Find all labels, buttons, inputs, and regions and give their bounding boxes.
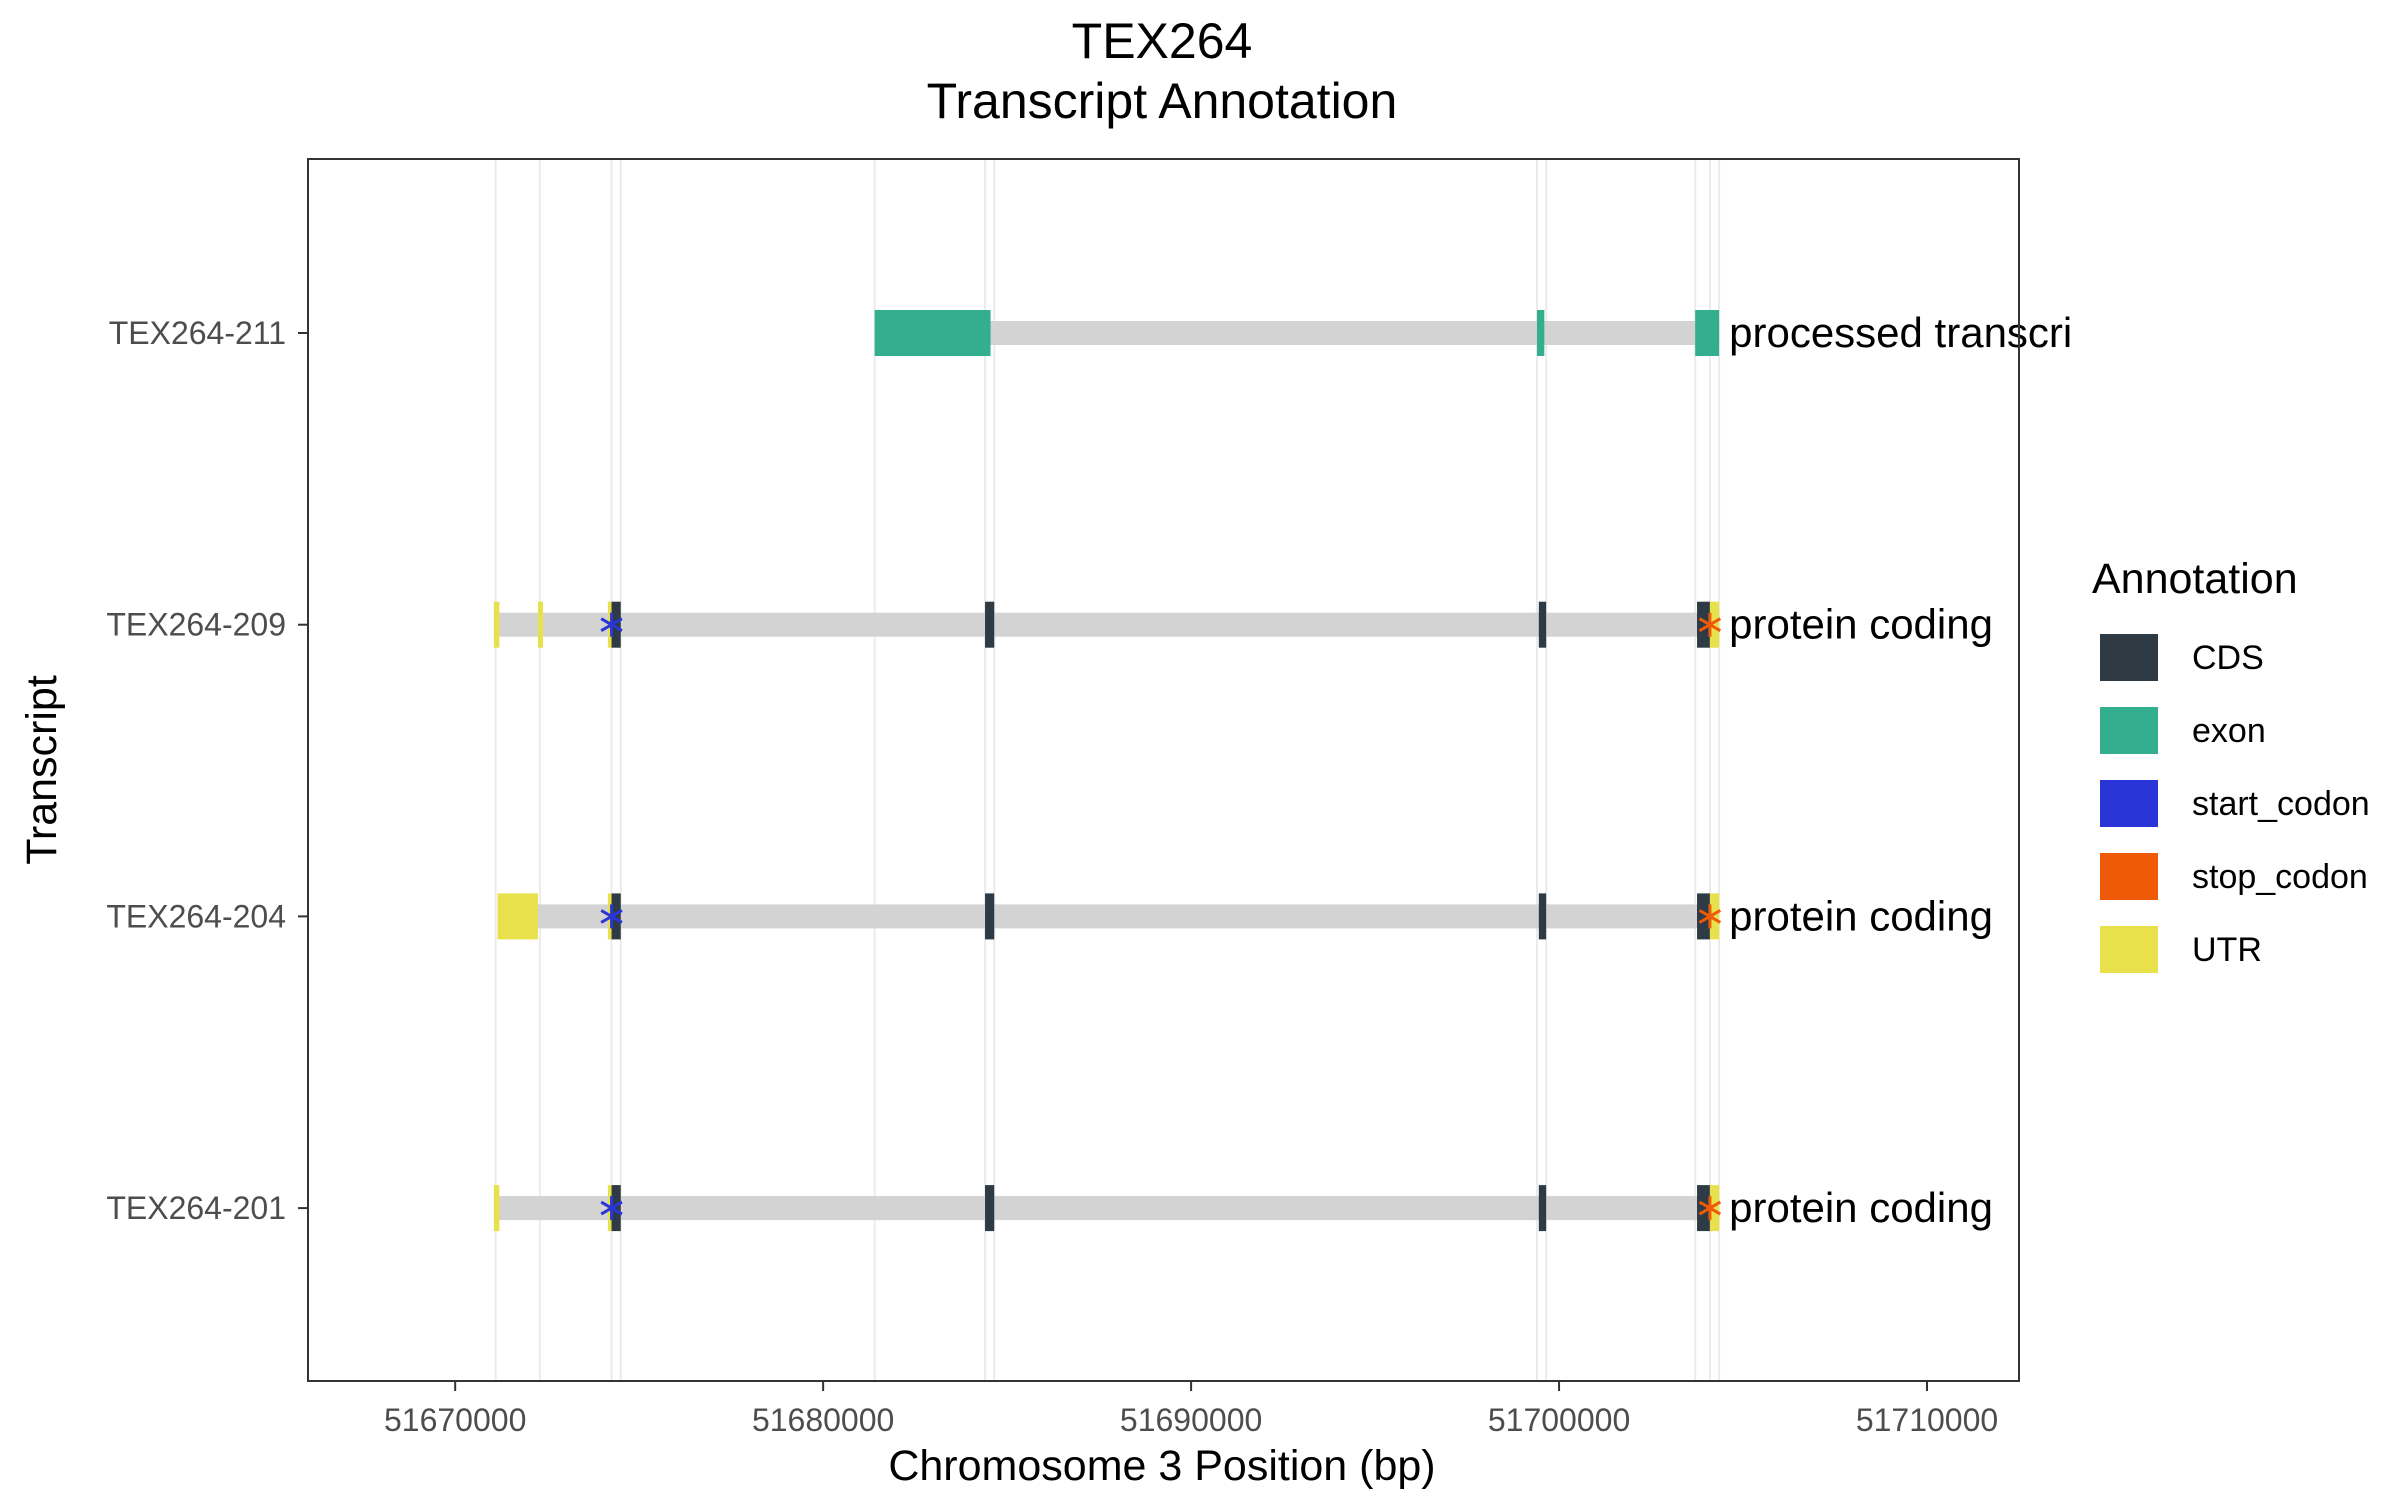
y-tick-label: TEX264-201 bbox=[106, 1190, 286, 1226]
y-tick-label: TEX264-204 bbox=[106, 898, 286, 934]
biotype-labels: processed transcri protein coding protein … bbox=[1729, 309, 2072, 1231]
x-tick-label: 51690000 bbox=[1120, 1402, 1262, 1438]
cds-block bbox=[611, 893, 621, 940]
legend-label: exon bbox=[2192, 712, 2266, 750]
chart-title: TEX264 bbox=[1072, 13, 1253, 69]
legend-label: start_codon bbox=[2192, 785, 2370, 823]
cds-block bbox=[1697, 601, 1710, 648]
legend-title: Annotation bbox=[2092, 555, 2298, 603]
grid-lines bbox=[494, 159, 1721, 1381]
utr-block bbox=[497, 893, 538, 940]
utr-block bbox=[493, 1185, 500, 1232]
cds-block bbox=[1538, 893, 1547, 940]
cds-block bbox=[1538, 601, 1547, 648]
intron-line bbox=[497, 904, 1720, 929]
cds-block bbox=[985, 893, 995, 940]
start-codon-marker bbox=[600, 1196, 623, 1221]
y-tick-label: TEX264-211 bbox=[109, 315, 286, 351]
cds-block bbox=[985, 1185, 995, 1232]
cds-block bbox=[1538, 1185, 1547, 1232]
legend-key-cds bbox=[2100, 634, 2158, 681]
cds-block bbox=[1697, 893, 1710, 940]
cds-block bbox=[985, 601, 995, 648]
x-axis: 51670000 51680000 51690000 51700000 51710000 bbox=[384, 1381, 1998, 1438]
legend-key-stop-codon bbox=[2100, 853, 2158, 900]
x-tick-label: 51710000 bbox=[1856, 1402, 1998, 1438]
feature-blocks bbox=[493, 310, 1720, 1232]
biotype-label: protein coding bbox=[1729, 892, 1993, 939]
intron-line bbox=[495, 1196, 1720, 1221]
y-tick-label: TEX264-209 bbox=[106, 607, 286, 643]
chart-subtitle: Transcript Annotation bbox=[927, 73, 1398, 129]
exon-block bbox=[1695, 310, 1720, 356]
y-axis: TEX264-211 TEX264-209 TEX264-204 TEX264-201 bbox=[106, 315, 308, 1226]
utr-block bbox=[1709, 893, 1720, 940]
stop-codon-marker bbox=[1698, 1196, 1722, 1221]
cds-block bbox=[611, 601, 621, 648]
legend: Annotation CDS exon start_codon stop_codon U… bbox=[2092, 555, 2370, 973]
cds-block bbox=[611, 1185, 621, 1232]
x-axis-label: Chromosome 3 Position (bp) bbox=[888, 1442, 1435, 1490]
x-tick-label: 51680000 bbox=[752, 1402, 894, 1438]
legend-key-exon bbox=[2100, 707, 2158, 754]
x-tick-label: 51670000 bbox=[384, 1402, 526, 1438]
start-codon-marker bbox=[600, 904, 623, 929]
biotype-label: processed transcri bbox=[1729, 309, 2072, 356]
legend-key-utr bbox=[2100, 926, 2158, 973]
stop-codon-marker bbox=[1698, 612, 1722, 637]
intron-line bbox=[495, 612, 1720, 637]
legend-key-start-codon bbox=[2100, 780, 2158, 827]
x-tick-label: 51700000 bbox=[1488, 1402, 1630, 1438]
cds-block bbox=[1697, 1185, 1710, 1232]
exon-block bbox=[874, 310, 991, 356]
intron-lines bbox=[495, 321, 1720, 1221]
utr-block bbox=[1709, 601, 1720, 648]
legend-label: UTR bbox=[2192, 931, 2262, 969]
stop-codon-marker bbox=[1698, 904, 1722, 929]
utr-block bbox=[493, 601, 500, 648]
intron-line bbox=[874, 321, 1720, 345]
utr-block bbox=[1709, 1185, 1720, 1232]
y-axis-label: Transcript bbox=[18, 675, 66, 865]
exon-block bbox=[1536, 310, 1545, 356]
start-codon-marker bbox=[600, 612, 623, 637]
biotype-label: protein coding bbox=[1729, 601, 1993, 648]
biotype-label: protein coding bbox=[1729, 1184, 1993, 1231]
legend-label: stop_codon bbox=[2192, 858, 2368, 896]
codon-markers bbox=[600, 612, 1722, 1221]
legend-label: CDS bbox=[2192, 639, 2264, 677]
utr-block bbox=[537, 601, 543, 648]
plot-panel-border bbox=[307, 158, 2020, 1382]
